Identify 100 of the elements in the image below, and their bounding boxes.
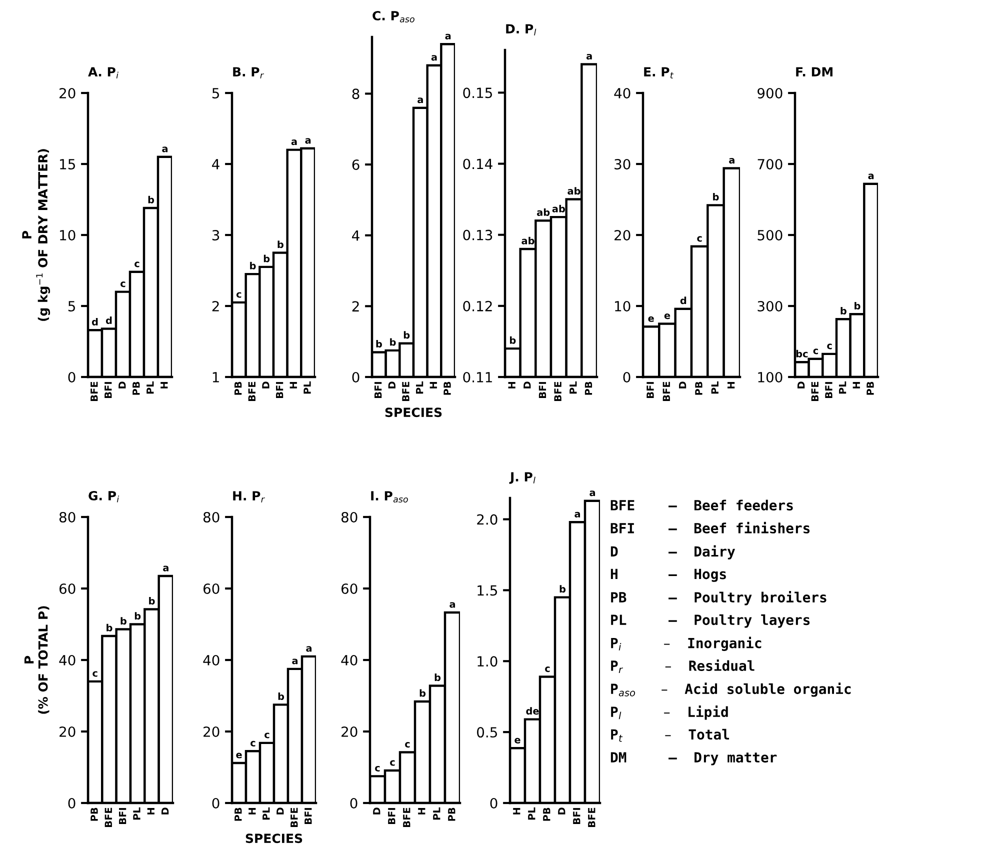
text: P$_{l}$ – Lipid (611, 706, 728, 720)
data-label: bc (796, 350, 808, 358)
x-tick-label: BFE (248, 382, 256, 401)
y-tick-label: 4 (352, 230, 360, 241)
x-tick-label: BFI (374, 382, 382, 398)
data-label: b (713, 192, 719, 201)
y-tick-label: 40 (203, 654, 220, 666)
x-tick-label: PB (866, 382, 874, 395)
data-label: b (149, 597, 155, 605)
y-tick-label: 20 (614, 230, 630, 240)
data-label: c (264, 732, 270, 738)
x-tick-label: BFE (662, 382, 670, 401)
data-label: b (106, 624, 112, 632)
y-tick-label: 80 (341, 512, 358, 522)
data-label: d (106, 316, 112, 324)
data-label: ab (552, 204, 565, 212)
data-label: c (236, 292, 242, 298)
y-tick-label: 80 (59, 512, 76, 522)
x-tick-label: PL (262, 807, 270, 820)
data-label: c (813, 348, 818, 354)
x-tick-label: D (118, 382, 126, 388)
data-label: b (264, 254, 270, 262)
data-label: a (574, 512, 580, 518)
y-tick-label: 60 (59, 583, 76, 594)
y-tick-label: 0.12 (463, 300, 492, 312)
x-tick-label: D (388, 382, 396, 388)
text: BFE – Beef feeders (610, 500, 793, 510)
x-tick-label: BFI (304, 808, 312, 824)
data-label: c (92, 671, 98, 677)
data-label: a (729, 158, 734, 164)
data-label: b (148, 196, 154, 204)
x-tick-label: BFI (388, 808, 396, 824)
x-tick-label: D (679, 382, 686, 388)
y-tick-label: 60 (203, 583, 220, 594)
y-tick-label: 2 (352, 301, 359, 312)
chart-title: H. P$_{r}$ (233, 491, 265, 502)
y-tick-label: 30 (614, 158, 630, 170)
data-label: ab (522, 236, 534, 244)
data-label: c (405, 742, 410, 748)
data-label: a (163, 566, 168, 572)
y-tick-label: 100 (758, 372, 782, 382)
y-tick-label: 500 (758, 230, 782, 240)
text: BFI – Beef finishers (610, 522, 810, 534)
y-tick-label: 0 (212, 798, 220, 808)
x-tick-label: PB (234, 382, 242, 395)
y-tick-label: 20 (60, 88, 76, 98)
chart-title: A. P$_{i}$ (88, 67, 118, 78)
x-tick-label: BFE (104, 808, 112, 827)
x-tick-label: BFE (290, 808, 298, 827)
y-tick-label: 10 (60, 230, 76, 240)
text: P$_{r}$ – Residual (611, 659, 754, 674)
data-label: a (292, 658, 298, 664)
y-tick-label: 60 (341, 583, 358, 594)
y-tick-label: 1 (212, 372, 219, 382)
x-tick-label: D (262, 382, 270, 388)
y-tick-label: 0 (490, 798, 498, 808)
chart-title: B. P$_{r}$ (233, 67, 264, 78)
y-tick-label: 1.0 (478, 656, 498, 667)
data-label: a (306, 646, 312, 652)
x-tick-label: D (373, 808, 380, 814)
x-axis-title: SPECIES (246, 834, 302, 844)
chart-title: I. P$_{aso}$ (371, 491, 408, 502)
y-tick-label: 6 (352, 159, 360, 170)
x-tick-label: D (162, 808, 169, 814)
y-tick-label: 20 (60, 726, 76, 737)
x-tick-label: PL (133, 807, 140, 820)
data-label: b (560, 585, 566, 593)
data-label: c (375, 766, 380, 772)
x-tick-label: H (508, 382, 516, 388)
data-label: c (545, 666, 550, 672)
x-tick-label: PL (304, 381, 311, 394)
x-tick-label: H (248, 808, 256, 814)
x-tick-label: BFI (646, 382, 654, 398)
x-tick-label: H (728, 382, 735, 388)
y-tick-label: 300 (758, 300, 782, 312)
x-tick-label: H (513, 808, 520, 814)
x-tick-label: BFE (402, 382, 410, 401)
x-tick-label: PL (433, 807, 440, 820)
x-tick-label: BFE (554, 382, 562, 401)
y-tick-label: 40 (59, 654, 76, 666)
text: P$_{aso}$ – Acid soluble organic (611, 682, 851, 697)
y-tick-label: 2.0 (477, 514, 498, 525)
data-label: a (586, 54, 592, 60)
text: P$_{t}$ – Total (611, 728, 730, 742)
x-tick-label: BFE (588, 808, 596, 827)
text: PB – Poultry broilers (611, 591, 826, 606)
y-tick-label: 900 (758, 88, 782, 98)
x-tick-label: BFI (119, 808, 126, 824)
x-tick-label: BFI (538, 382, 546, 398)
y-tick-label: 80 (203, 512, 220, 522)
x-tick-label: D (524, 382, 531, 388)
y-tick-label: 700 (758, 158, 782, 170)
y-tick-label: 5 (212, 88, 219, 98)
y-tick-label: 40 (614, 88, 630, 98)
data-label: c (697, 236, 702, 242)
data-label: b (278, 692, 284, 700)
data-label: a (418, 98, 423, 104)
y-tick-label: 0.5 (477, 727, 497, 738)
y-tick-label: 20 (204, 726, 220, 737)
x-tick-label: H (852, 382, 860, 388)
